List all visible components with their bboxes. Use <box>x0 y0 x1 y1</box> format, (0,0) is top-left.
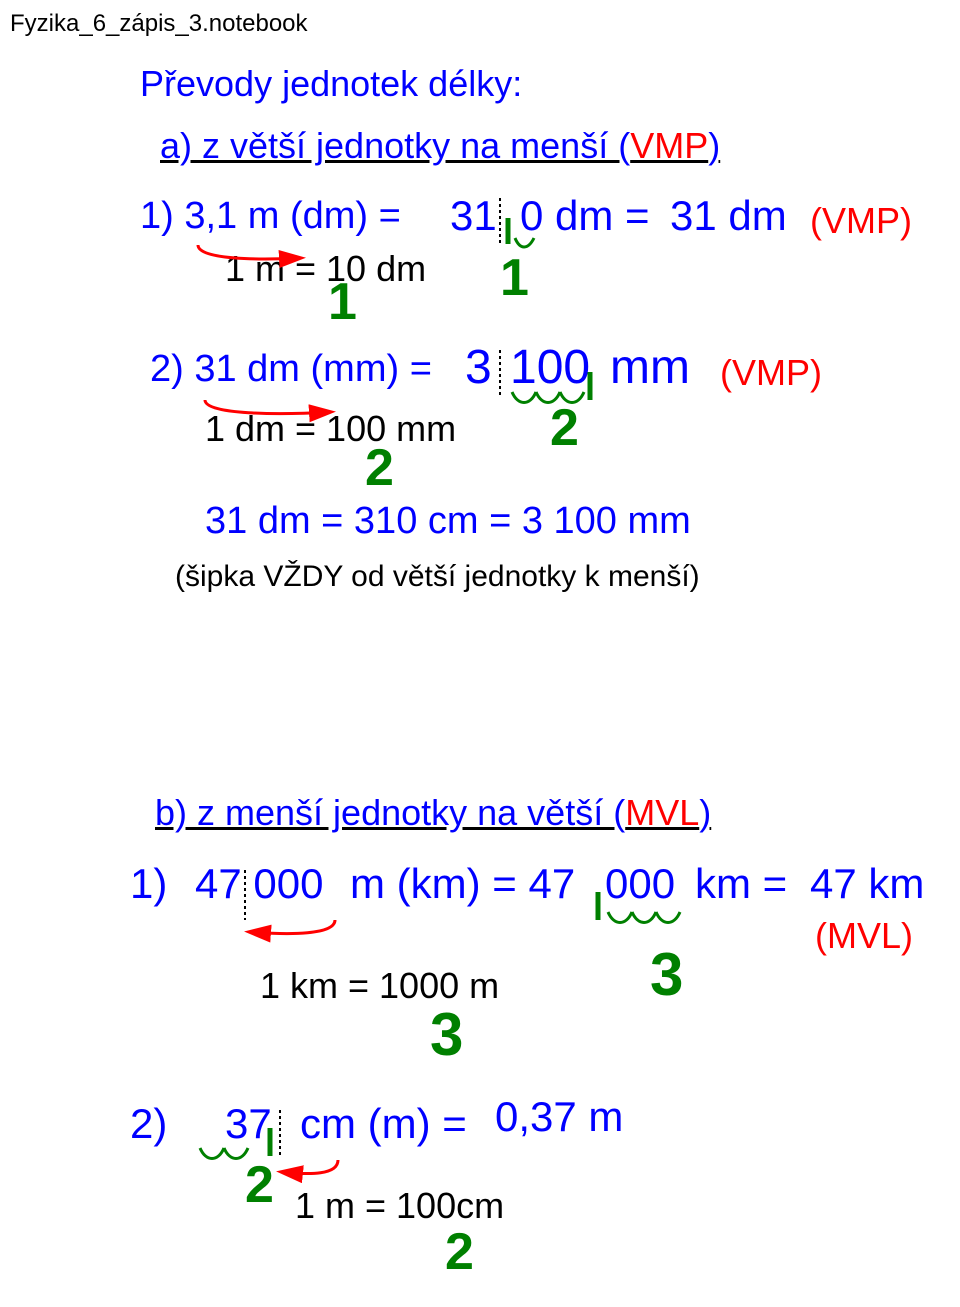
b1-count-right: 3 <box>650 940 683 1009</box>
a2-sub: 1 dm = 100 mm <box>205 408 456 450</box>
a2-note: (šipka VŽDY od větší jednotky k menší) <box>175 560 700 594</box>
file-header: Fyzika_6_zápis_3.notebook <box>10 10 308 38</box>
b1-47000: 47 000 <box>195 860 323 908</box>
section-a-text: a) z větší jednotky na menší ( <box>160 125 630 166</box>
b2-rhs: 0,37 m <box>495 1093 623 1141</box>
a1-count-left: 1 <box>328 272 357 332</box>
section-b-mvl: MVL <box>625 792 699 833</box>
a1-vmp: (VMP) <box>810 200 912 242</box>
b1-count-left: 3 <box>430 1000 463 1069</box>
a2-count-left: 2 <box>365 438 394 498</box>
b2-sub: 1 m = 100cm <box>295 1185 504 1227</box>
page-title: Převody jednotek délky: <box>140 63 522 105</box>
b2-count-right: 2 <box>445 1222 474 1282</box>
b2-green-arc1 <box>200 1148 224 1159</box>
a1-31dm: 31 dm <box>670 192 787 240</box>
b1-green-arc3 <box>656 912 680 923</box>
b1-47km: 47 km <box>810 860 924 908</box>
a2-left: 2) 31 dm (mm) = <box>150 348 432 391</box>
b2-cm-m: cm (m) = <box>300 1100 467 1148</box>
section-a-heading: a) z větší jednotky na menší (VMP) <box>160 125 720 167</box>
b1-arrow <box>250 920 335 934</box>
a1-sub: 1 m = 10 dm <box>225 248 426 290</box>
b1-000: 000 <box>605 860 675 908</box>
b2-two: 2) <box>130 1100 167 1148</box>
a2-3: 3 <box>465 340 492 395</box>
b2-count-left: 2 <box>245 1155 274 1215</box>
b2-37: 37 <box>225 1100 272 1148</box>
section-a-vmp: VMP <box>630 125 708 166</box>
a1-count-right: 1 <box>500 248 529 308</box>
b1-km-eq: km = <box>695 860 787 908</box>
a1-31: 31 <box>450 192 497 240</box>
section-b-heading: b) z menší jednotky na větší (MVL) <box>155 792 711 834</box>
a2-line3: 31 dm = 310 cm = 3 100 mm <box>205 500 691 543</box>
b1-mvl: (MVL) <box>815 915 913 957</box>
section-b-close: ) <box>699 792 711 833</box>
b2-arrow <box>282 1160 338 1174</box>
b1-green-arc1 <box>608 912 632 923</box>
section-b-text: b) z menší jednotky na větší ( <box>155 792 625 833</box>
b1-mid: m (km) = 47 <box>350 860 575 908</box>
a1-left: 1) 3,1 m (dm) = <box>140 195 401 238</box>
section-a-close: ) <box>708 125 720 166</box>
a2-vmp: (VMP) <box>720 352 822 394</box>
a1-0dm: 0 dm = <box>520 192 650 240</box>
a2-count-right: 2 <box>550 398 579 458</box>
a2-100: 100 <box>510 340 590 395</box>
a2-mm: mm <box>610 340 690 395</box>
b1-green-arc2 <box>632 912 656 923</box>
b1-one: 1) <box>130 860 167 908</box>
